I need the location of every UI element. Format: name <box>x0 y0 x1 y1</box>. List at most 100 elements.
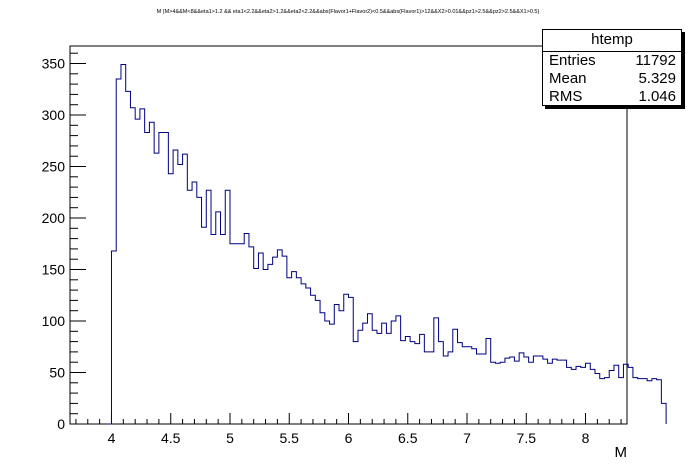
histogram-bin <box>486 339 491 424</box>
histogram-bin <box>571 369 576 424</box>
histogram-bin <box>349 297 354 424</box>
histogram-bin <box>173 150 178 424</box>
histogram-bin <box>495 363 500 424</box>
histogram-bin <box>192 182 197 424</box>
histogram-bin <box>216 212 221 424</box>
histogram-bin <box>358 330 363 424</box>
histogram-bin <box>221 234 226 424</box>
histogram-bin <box>595 374 600 424</box>
histogram-bin <box>239 244 244 424</box>
histogram-bin <box>533 356 538 424</box>
histogram-bin <box>538 356 543 424</box>
x-tick-label: 5 <box>226 430 234 446</box>
histogram-bin <box>353 342 358 424</box>
histogram-bin <box>462 347 467 424</box>
histogram-bin <box>164 133 169 424</box>
histogram-bin <box>363 323 368 424</box>
histogram-bin <box>244 233 249 424</box>
histogram-bin <box>197 197 202 424</box>
histogram-bin <box>481 354 486 424</box>
chart-title: M {M>4&&M<8&&eta1>1.2 && eta1<2.2&&eta2>… <box>156 9 540 15</box>
histogram-bin <box>311 295 316 424</box>
histogram-bin <box>391 321 396 424</box>
histogram-bin <box>420 334 425 424</box>
histogram-bin <box>434 318 439 424</box>
histogram-bin <box>178 164 183 424</box>
histogram-bin <box>282 256 287 424</box>
histogram-bin <box>510 357 515 424</box>
histogram-bin <box>529 362 534 424</box>
stats-label: Mean <box>549 70 587 87</box>
histogram-bin <box>111 251 116 424</box>
histogram-bin <box>126 91 131 424</box>
histogram-bin <box>500 362 505 424</box>
histogram-bin <box>140 109 145 424</box>
stats-row-entries: Entries 11792 <box>543 52 681 70</box>
histogram-bin <box>604 378 609 424</box>
stats-label: Entries <box>549 52 596 69</box>
histogram-bin <box>377 333 382 424</box>
histogram-bin <box>581 367 586 424</box>
histogram-bin <box>439 342 444 424</box>
histogram-bin <box>633 378 638 424</box>
y-tick-label: 200 <box>42 210 66 226</box>
histogram-bin <box>415 344 420 424</box>
histogram-bin <box>202 227 207 424</box>
y-tick-label: 250 <box>42 159 66 175</box>
histogram-bin <box>268 264 273 424</box>
stats-box-title: htemp <box>543 30 681 52</box>
histogram-bin <box>586 363 591 424</box>
stats-value: 11792 <box>635 52 676 69</box>
histogram-bin <box>296 278 301 424</box>
histogram-bin <box>187 190 192 424</box>
histogram-bin <box>657 380 662 424</box>
x-tick-label: 7.5 <box>517 430 537 446</box>
x-tick-label: 6.5 <box>398 430 418 446</box>
histogram-bin <box>505 358 510 424</box>
histogram-bin <box>315 300 320 424</box>
y-tick-label: 350 <box>42 56 66 72</box>
histogram-bin <box>339 311 344 424</box>
histogram-bin <box>145 133 150 424</box>
histogram-bin <box>467 347 472 424</box>
histogram-bin <box>320 313 325 424</box>
histogram-bin <box>154 153 159 424</box>
histogram-bin <box>258 253 263 424</box>
x-tick-label: 7 <box>463 430 471 446</box>
histogram-bin <box>334 305 339 424</box>
y-tick-label: 300 <box>42 107 66 123</box>
y-tick-label: 100 <box>42 313 66 329</box>
histogram-bin <box>519 353 524 424</box>
x-tick-label: 4 <box>108 430 116 446</box>
histogram-bin <box>325 321 330 424</box>
histogram-bin <box>661 403 666 424</box>
histogram-bin <box>225 190 230 424</box>
y-tick-label: 150 <box>42 262 66 278</box>
histogram-bin <box>130 108 135 424</box>
histogram-bin <box>149 122 154 424</box>
histogram-bin <box>652 379 657 424</box>
histogram-bin <box>548 363 553 424</box>
histogram-bin <box>306 288 311 424</box>
histogram-bin <box>453 329 458 424</box>
histogram-bin <box>382 323 387 424</box>
histogram-bin <box>135 119 140 424</box>
histogram-bin <box>206 190 211 424</box>
histogram-bin <box>211 234 216 424</box>
histogram-bin <box>249 247 254 424</box>
axis-ticks <box>70 52 622 425</box>
histogram-bin <box>448 352 453 424</box>
histogram-bin <box>472 349 477 424</box>
histogram-bin <box>230 244 235 424</box>
histogram-bin <box>405 336 410 424</box>
stats-row-mean: Mean 5.329 <box>543 70 681 88</box>
y-tick-label: 0 <box>57 416 65 432</box>
histogram-bin <box>116 79 121 424</box>
histogram-bin <box>372 330 377 424</box>
histogram-bin <box>273 257 278 424</box>
histogram-bin <box>491 362 496 424</box>
histogram-bin <box>401 341 406 424</box>
histogram-bin <box>330 324 335 424</box>
x-tick-label: 8 <box>582 430 590 446</box>
histogram-bin <box>396 316 401 424</box>
